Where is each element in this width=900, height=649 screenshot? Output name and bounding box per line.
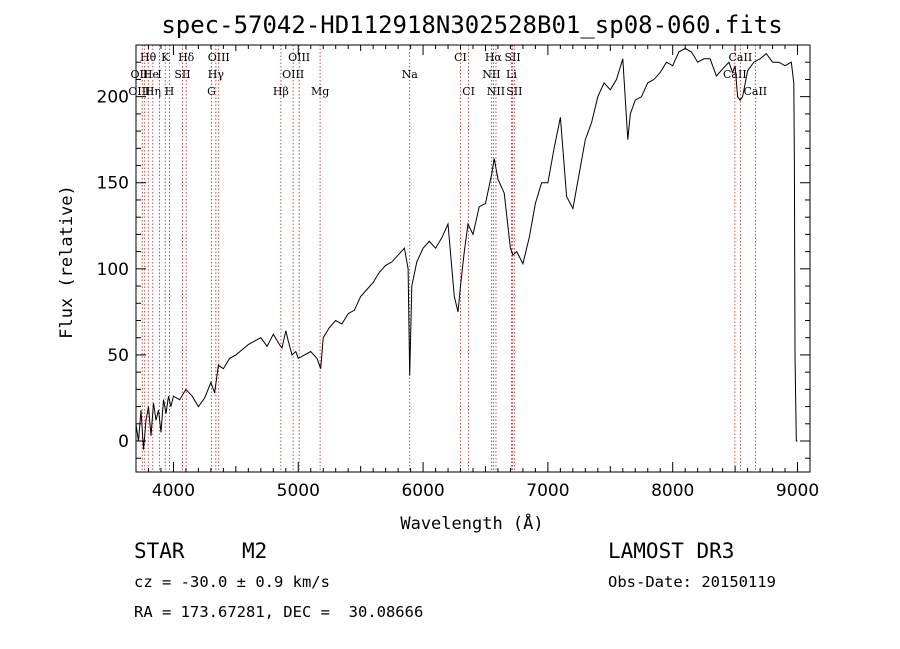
line-label: Mg (311, 85, 329, 98)
line-label: CI (454, 51, 467, 64)
y-tick-label: 150 (97, 174, 129, 194)
x-axis-label: Wavelength (Å) (400, 512, 543, 534)
line-label: K (161, 51, 170, 64)
line-label: SII (174, 68, 190, 81)
x-axis-ticks: 4000 5000 6000 7000 8000 9000 (147, 45, 819, 501)
line-label: OII (131, 68, 149, 81)
y-tick-label: 100 (97, 260, 129, 280)
line-label: Na (402, 68, 419, 81)
x-tick-label: 6000 (401, 481, 444, 501)
plot-frame (135, 44, 811, 473)
line-label: OIII (128, 85, 150, 98)
line-label: He (143, 68, 159, 81)
chart-title: spec-57042-HD112918N302528B01_sp08-060.f… (161, 11, 782, 39)
x-tick-label: 4000 (152, 481, 195, 501)
spectral-line-markers (141, 45, 756, 472)
x-tick-label: 9000 (776, 481, 819, 501)
line-label: H (165, 85, 175, 98)
line-label: SII (504, 51, 520, 64)
line-label: Hθ (140, 51, 157, 64)
line-label: NII (487, 85, 505, 98)
line-label: CaII (743, 85, 767, 98)
y-tick-label: 50 (107, 346, 129, 366)
line-label: NII (482, 68, 500, 81)
line-label: Hγ (208, 68, 225, 81)
line-label: Hη (145, 85, 161, 98)
x-tick-label: 5000 (277, 481, 320, 501)
line-label: Li (506, 68, 517, 81)
object-subclass: M2 (242, 539, 268, 563)
y-tick-label: 0 (118, 432, 129, 452)
line-label: Hδ (178, 51, 195, 64)
y-axis-ticks: 0 50 100 150 200 (97, 61, 810, 459)
object-class: STAR (134, 539, 185, 563)
line-label: I (157, 68, 161, 81)
line-label: CaII (729, 51, 753, 64)
y-tick-label: 200 (97, 88, 129, 108)
line-label: G (207, 85, 216, 98)
line-label: OIII (208, 51, 230, 64)
line-label: SII (506, 85, 522, 98)
line-label: Hα (485, 51, 503, 64)
x-tick-label: 8000 (651, 481, 694, 501)
x-tick-label: 7000 (526, 481, 569, 501)
line-label: OIII (288, 51, 310, 64)
line-label: CI (462, 85, 475, 98)
survey-name: LAMOST DR3 (608, 539, 735, 563)
coordinates: RA = 173.67281, DEC = 30.08666 (134, 603, 424, 621)
line-label: Hβ (273, 85, 289, 98)
line-label: CaII (723, 68, 747, 81)
y-axis-label: Flux (relative) (57, 185, 77, 339)
spectrum-series-flux (135, 47, 798, 450)
redshift-line: cz = -30.0 ± 0.9 km/s (134, 573, 330, 591)
line-label: OIII (282, 68, 304, 81)
observation-date: Obs-Date: 20150119 (608, 573, 776, 591)
